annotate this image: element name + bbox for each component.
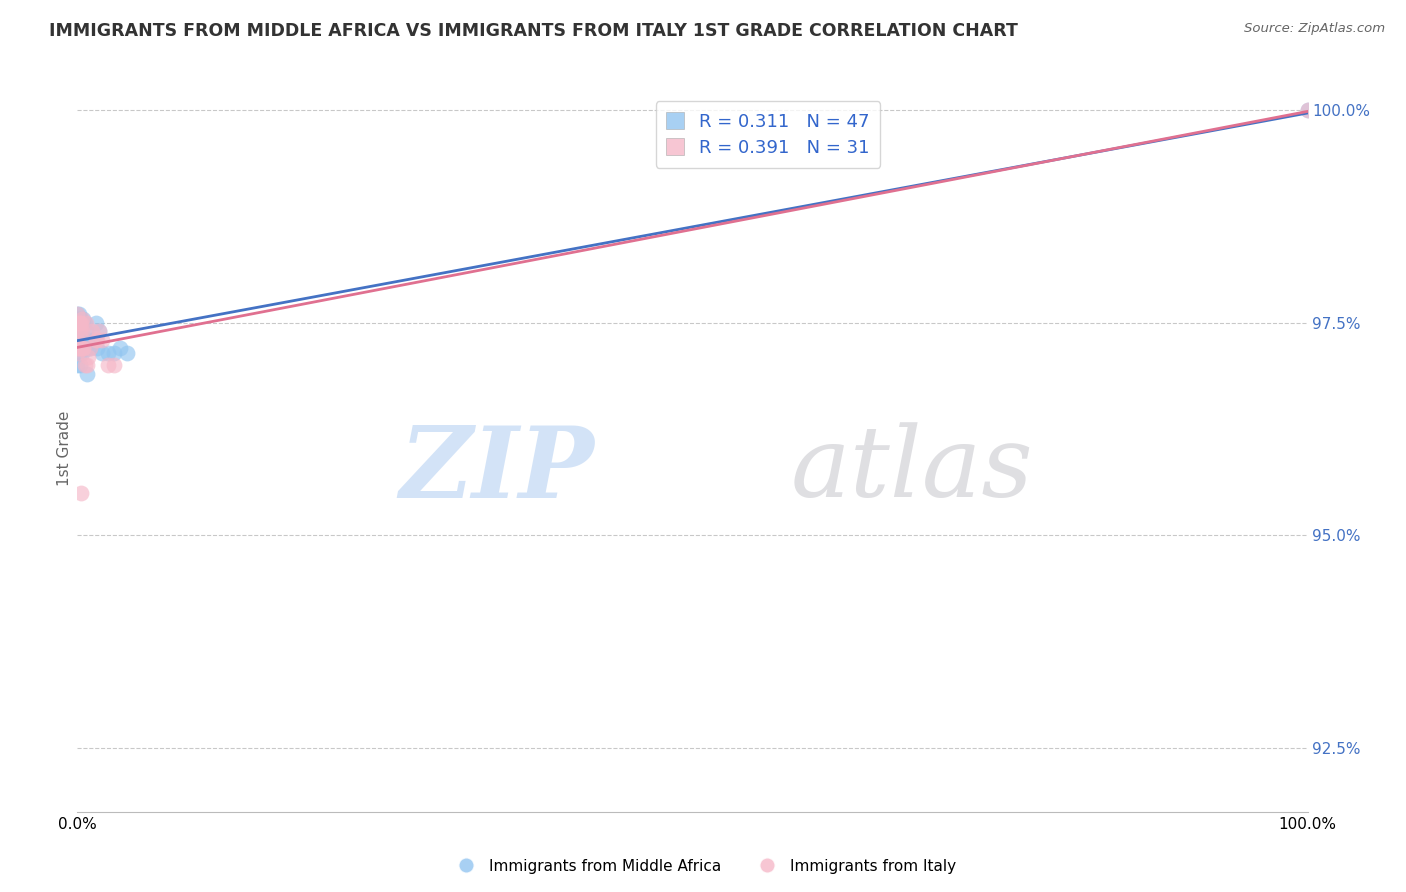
Point [86,333,108,347]
Y-axis label: 1st Grade: 1st Grade [56,410,72,486]
Point [66,320,89,334]
Point [67,341,90,355]
Point [69,316,91,330]
Point [69,359,91,373]
Point [70,341,93,355]
Point [70,486,93,500]
Text: atlas: atlas [792,423,1033,517]
Point [66,316,89,330]
Point [75,341,97,355]
Point [82,333,104,347]
Point [73,316,96,330]
Point [76,359,98,373]
Point [69,324,91,338]
Point [67,320,90,334]
Point [90,333,114,347]
Point [70,341,93,355]
Point [73,337,96,351]
Point [66,307,89,321]
Point [76,333,98,347]
Point [1296,103,1319,118]
Point [66,359,89,373]
Point [70,345,93,359]
Point [75,316,97,330]
Point [90,345,114,359]
Point [72,316,94,330]
Point [97,345,120,359]
Point [67,333,90,347]
Point [110,341,132,355]
Point [84,316,107,330]
Text: ZIP: ZIP [399,422,595,518]
Point [70,316,93,330]
Point [79,341,101,355]
Point [66,341,89,355]
Point [67,333,90,347]
Point [72,341,94,355]
Point [69,316,91,330]
Point [70,316,93,330]
Point [66,341,89,355]
Point [69,341,91,355]
Legend: Immigrants from Middle Africa, Immigrants from Italy: Immigrants from Middle Africa, Immigrant… [444,853,962,880]
Point [70,316,93,330]
Text: Source: ZipAtlas.com: Source: ZipAtlas.com [1244,22,1385,36]
Point [70,341,93,355]
Point [82,324,104,338]
Point [70,341,93,355]
Point [103,359,125,373]
Point [84,333,107,347]
Point [70,328,93,343]
Point [86,341,108,355]
Point [73,359,96,373]
Point [67,341,90,355]
Point [66,307,89,321]
Point [67,311,90,326]
Point [66,311,89,326]
Text: IMMIGRANTS FROM MIDDLE AFRICA VS IMMIGRANTS FROM ITALY 1ST GRADE CORRELATION CHA: IMMIGRANTS FROM MIDDLE AFRICA VS IMMIGRA… [49,22,1018,40]
Point [77,341,100,355]
Point [89,324,111,338]
Point [1296,103,1319,118]
Point [69,345,91,359]
Point [66,324,89,338]
Point [70,324,93,338]
Point [76,367,98,381]
Point [115,345,138,359]
Point [70,311,93,326]
Legend: R = 0.311   N = 47, R = 0.391   N = 31: R = 0.311 N = 47, R = 0.391 N = 31 [655,101,880,168]
Point [70,324,93,338]
Point [69,333,91,347]
Point [67,316,90,330]
Point [72,341,94,355]
Point [89,324,111,338]
Point [69,324,91,338]
Point [72,341,94,355]
Point [67,307,90,321]
Point [75,324,97,338]
Point [103,345,125,359]
Point [70,311,93,326]
Point [67,341,90,355]
Point [67,341,90,355]
Point [79,341,101,355]
Point [77,350,100,364]
Point [97,359,120,373]
Point [66,345,89,359]
Point [72,311,94,326]
